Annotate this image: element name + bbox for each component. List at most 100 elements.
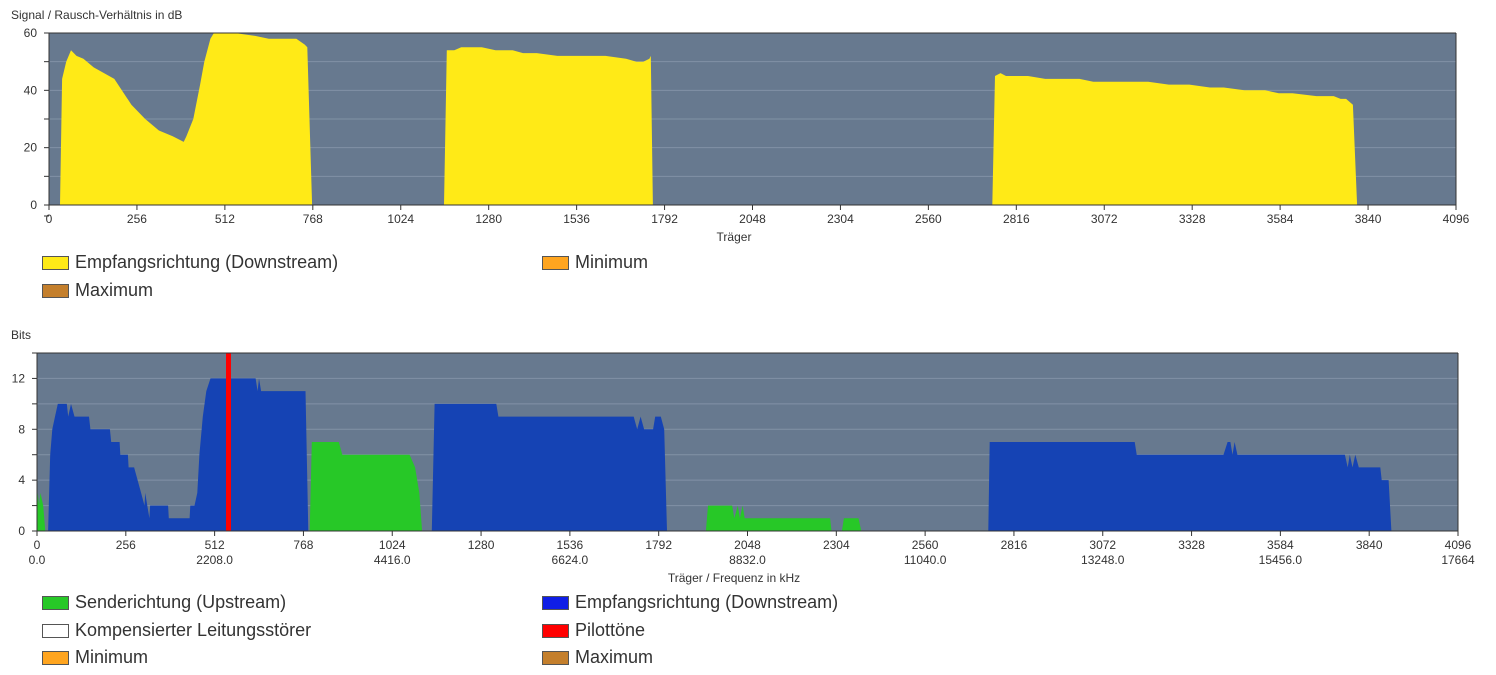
x-tick-label: 2048	[734, 538, 761, 552]
legend-swatch	[42, 255, 69, 270]
snr-x-axis-label: Träger	[717, 230, 752, 244]
y-tick-label: 20	[24, 141, 38, 155]
x-tick-label: 512	[205, 538, 225, 552]
x-tick-label: 1280	[475, 212, 502, 226]
snr-chart-title: Signal / Rausch-Verhältnis in dB	[11, 8, 182, 22]
legend-swatch	[542, 623, 569, 638]
x-tick-label: 3328	[1179, 212, 1206, 226]
x-tick-label: 1280	[468, 538, 495, 552]
x-tick-label: 3840	[1355, 212, 1382, 226]
x-tick-label: 512	[215, 212, 235, 226]
bits-chart: Bits 0 4 8 12 0 256 512 768 1024 1280 1536 1792 2048…	[11, 328, 1475, 585]
legend-swatch	[42, 623, 69, 638]
y-tick-label: 0	[18, 524, 25, 538]
legend-label: Senderichtung (Upstream)	[75, 592, 287, 612]
series-area	[60, 33, 313, 205]
x-tick-label: 2816	[1001, 538, 1028, 552]
y-tick-label: 40	[24, 83, 38, 97]
legend-swatch	[42, 283, 69, 298]
x-tick-label: 1792	[651, 212, 678, 226]
y-tick-label: 4	[18, 473, 25, 487]
snr-axes: 0 20 40 60 0 256 512 768 1024 1280 1536 1792 2048 230…	[24, 26, 1470, 226]
y-tick-label: 12	[12, 371, 26, 385]
series-area	[37, 492, 46, 531]
legend-label: Kompensierter Leitungsstörer	[75, 620, 312, 640]
x-tick-label: 2816	[1003, 212, 1030, 226]
series-area	[309, 442, 423, 531]
x-tick-label: 2560	[912, 538, 939, 552]
series-area	[48, 378, 309, 531]
legend-swatch	[542, 255, 569, 270]
x-secondary-tick-label: 11040.0	[904, 553, 947, 567]
snr-series	[60, 33, 1358, 205]
legend-label: Pilottöne	[575, 620, 646, 640]
y-tick-label: 8	[18, 422, 25, 436]
legend-label: Empfangsrichtung (Downstream)	[75, 252, 339, 272]
series-area	[444, 47, 653, 205]
x-tick-label: 2304	[823, 538, 850, 552]
snr-chart: Signal / Rausch-Verhältnis in dB 0 20 40 60…	[11, 8, 1470, 244]
legend-swatch	[542, 595, 569, 610]
bits-legend-minimum[interactable]: Minimum	[42, 647, 148, 668]
legend-label: Maximum	[75, 280, 154, 300]
snr-legend-minimum[interactable]: Minimum	[542, 252, 648, 273]
snr-legend-downstream[interactable]: Empfangsrichtung (Downstream)	[42, 252, 338, 273]
legend-label: Minimum	[575, 252, 649, 272]
x-tick-label: 1024	[387, 212, 414, 226]
x-tick-label: 1792	[645, 538, 672, 552]
bits-legend-upstream[interactable]: Senderichtung (Upstream)	[42, 592, 286, 613]
x-secondary-tick-label: 4416.0	[374, 553, 411, 567]
x-tick-label: 768	[303, 212, 323, 226]
x-tick-label: 1024	[379, 538, 406, 552]
bits-legend-maximum[interactable]: Maximum	[542, 647, 653, 668]
y-tick-label: 0	[30, 198, 37, 212]
x-tick-label: 2304	[827, 212, 854, 226]
charts-canvas: Signal / Rausch-Verhältnis in dB 0204060…	[11, 8, 1475, 585]
series-area	[705, 505, 832, 531]
x-tick-label: 3328	[1178, 538, 1205, 552]
x-secondary-tick-label: 17664	[1441, 553, 1475, 567]
legend-swatch	[542, 650, 569, 665]
legend-swatch	[42, 650, 69, 665]
bits-chart-title: Bits	[11, 328, 31, 342]
legend-label: Minimum	[75, 647, 149, 667]
series-area	[431, 403, 667, 531]
x-tick-label: 3584	[1267, 538, 1294, 552]
bits-legend-pilot[interactable]: Pilottöne	[542, 620, 645, 641]
x-tick-label: 256	[127, 212, 147, 226]
x-tick-label: 4096	[1445, 538, 1472, 552]
x-secondary-tick-label: 8832.0	[729, 553, 766, 567]
snr-legend-maximum[interactable]: Maximum	[42, 280, 153, 301]
x-tick-label: 256	[116, 538, 136, 552]
series-area	[988, 442, 1392, 531]
pilot-tone-marker	[226, 353, 232, 531]
series-area	[992, 73, 1358, 205]
x-tick-label: 4096	[1443, 212, 1470, 226]
x-secondary-tick-label: 6624.0	[552, 553, 589, 567]
bits-series	[37, 353, 1392, 531]
x-secondary-tick-label: 13248.0	[1081, 553, 1125, 567]
x-tick-label: 3584	[1267, 212, 1294, 226]
x-tick-label: 1536	[557, 538, 584, 552]
legend-swatch	[42, 595, 69, 610]
y-tick-label: 60	[24, 26, 38, 40]
bits-legend-downstream[interactable]: Empfangsrichtung (Downstream)	[542, 592, 838, 613]
x-tick-label: 2048	[739, 212, 766, 226]
legend-label: Empfangsrichtung (Downstream)	[575, 592, 839, 612]
x-tick-label: 0	[46, 212, 53, 226]
legend-label: Maximum	[575, 647, 654, 667]
x-tick-label: 768	[293, 538, 313, 552]
x-secondary-tick-label: 15456.0	[1259, 553, 1303, 567]
bits-legend-compensated[interactable]: Kompensierter Leitungsstörer	[42, 620, 311, 641]
x-secondary-tick-label: 0.0	[29, 553, 46, 567]
x-tick-label: 2560	[915, 212, 942, 226]
bits-axes: 0 4 8 12 0 256 512 768 1024 1280 1536 1792 2048 2304 2…	[12, 352, 1475, 567]
x-tick-label: 3840	[1356, 538, 1383, 552]
x-tick-label: 3072	[1091, 212, 1118, 226]
bits-x-axis-label: Träger / Frequenz in kHz	[668, 571, 800, 585]
series-area	[841, 518, 862, 531]
x-tick-label: 0	[34, 538, 41, 552]
x-tick-label: 3072	[1089, 538, 1116, 552]
x-secondary-tick-label: 2208.0	[196, 553, 233, 567]
x-tick-label: 1536	[563, 212, 590, 226]
